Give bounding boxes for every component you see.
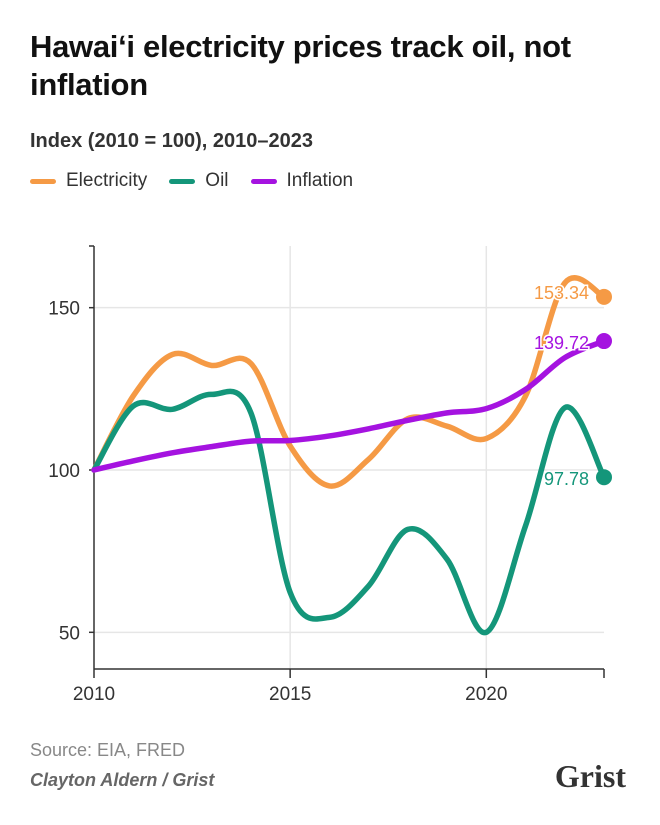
x-tick-label: 2010: [73, 684, 115, 705]
chart-subtitle: Index (2010 = 100), 2010–2023: [30, 130, 313, 152]
end-point-oil: [596, 469, 612, 486]
source-note: Source: EIA, FRED: [30, 740, 186, 760]
legend-label: Inflation: [286, 170, 354, 191]
series-line-oil: [91, 388, 607, 636]
legend-swatch: [169, 178, 196, 184]
end-label-electricity: 153.34: [534, 283, 589, 303]
x-tick-label: 2020: [465, 684, 507, 705]
y-tick-label: 100: [48, 461, 80, 482]
grist-logo: Grist: [554, 758, 626, 794]
legend-item-electricity: Electricity: [30, 170, 147, 192]
end-point-electricity: [596, 288, 612, 305]
legend-label: Oil: [205, 170, 229, 191]
credit-line: Clayton Aldern / Grist: [30, 770, 215, 790]
legend-item-inflation: Inflation: [250, 170, 354, 192]
end-label-inflation: 139.72: [534, 333, 589, 353]
legend-swatch: [250, 178, 277, 184]
series-line-electricity: [91, 275, 607, 489]
legend-label: Electricity: [66, 170, 148, 191]
series-line-inflation: [91, 338, 607, 473]
x-tick-label: 2015: [269, 684, 311, 705]
y-tick-label: 150: [48, 299, 80, 320]
legend: Electricity Oil Inflation: [30, 170, 353, 192]
end-point-inflation: [596, 333, 612, 350]
legend-swatch: [30, 178, 56, 184]
end-label-oil: 97.78: [544, 469, 589, 489]
chart-title: Hawaiʻi electricity prices track oil, no…: [30, 29, 571, 102]
legend-item-oil: Oil: [169, 170, 229, 192]
y-tick-label: 50: [59, 623, 80, 644]
